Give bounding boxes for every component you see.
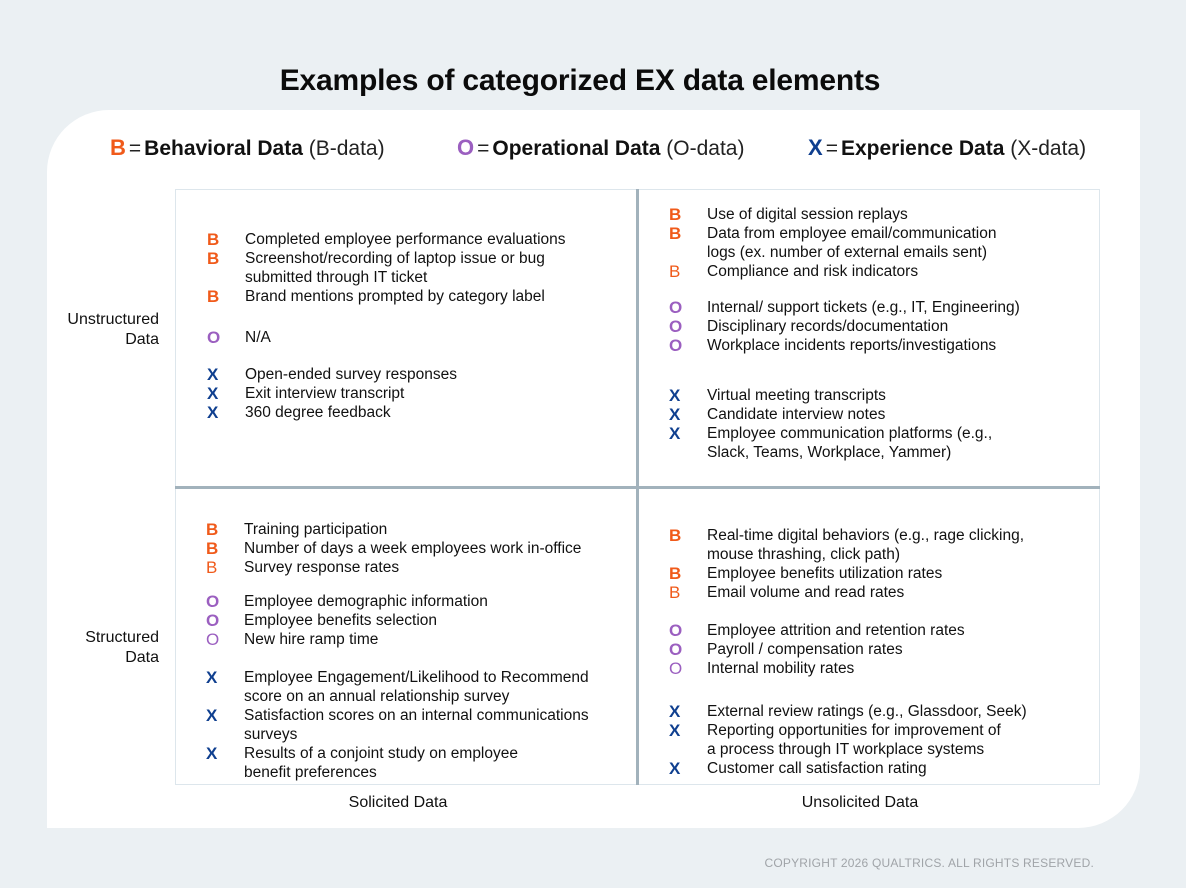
operational-marker-icon: O: [206, 611, 220, 630]
operational-marker-icon: O: [457, 135, 475, 160]
behavioral-marker-icon: B: [206, 539, 219, 558]
row-label-structured: Structured Data: [85, 629, 159, 666]
col-label-solicited: Solicited Data: [348, 794, 448, 811]
operational-marker-icon: O: [669, 659, 683, 678]
experience-marker-icon: X: [669, 405, 681, 424]
legend-name: Experience Data: [840, 137, 1005, 160]
behavioral-marker-icon: B: [669, 205, 682, 224]
legend-operational: O = Operational Data (O-data): [457, 135, 745, 160]
experience-marker-icon: X: [669, 759, 681, 778]
behavioral-marker-icon: B: [207, 287, 220, 306]
behavioral-marker-icon: B: [207, 249, 220, 268]
horizontal-divider: [175, 486, 1100, 489]
operational-marker-icon: O: [669, 298, 683, 317]
behavioral-marker-icon: B: [206, 520, 219, 539]
behavioral-marker-icon: B: [206, 558, 218, 577]
behavioral-marker-icon: B: [110, 135, 126, 160]
legend-name: Operational Data: [492, 137, 661, 160]
operational-marker-icon: O: [669, 317, 683, 336]
experience-marker-icon: X: [207, 403, 219, 422]
behavioral-marker-icon: B: [207, 230, 220, 249]
operational-marker-icon: O: [669, 640, 683, 659]
legend-behavioral: B = Behavioral Data (B-data): [110, 135, 385, 160]
experience-marker-icon: X: [669, 721, 681, 740]
experience-marker-icon: X: [207, 365, 219, 384]
experience-marker-icon: X: [206, 668, 218, 687]
experience-marker-icon: X: [207, 384, 219, 403]
behavioral-marker-icon: B: [669, 224, 682, 243]
legend-experience: X = Experience Data (X-data): [808, 135, 1087, 160]
experience-marker-icon: X: [206, 744, 218, 763]
col-label-unsolicited: Unsolicited Data: [801, 794, 919, 811]
copyright-notice: COPYRIGHT 2026 QUALTRICS. ALL RIGHTS RES…: [764, 856, 1094, 870]
experience-marker-icon: X: [669, 386, 681, 405]
operational-marker-icon: O: [206, 630, 220, 649]
experience-marker-icon: X: [808, 135, 823, 160]
experience-marker-icon: X: [669, 702, 681, 721]
legend-name: Behavioral Data: [144, 137, 303, 160]
operational-marker-icon: O: [669, 336, 683, 355]
content-card: [47, 110, 1140, 828]
experience-marker-icon: X: [669, 424, 681, 443]
behavioral-marker-icon: B: [669, 564, 682, 583]
operational-marker-icon: O: [207, 328, 221, 347]
behavioral-marker-icon: B: [669, 526, 682, 545]
operational-marker-icon: O: [669, 621, 683, 640]
page-title: Examples of categorized EX data elements: [279, 64, 881, 97]
row-label-unstructured: Unstructured Data: [67, 311, 159, 348]
behavioral-marker-icon: B: [669, 262, 681, 281]
experience-marker-icon: X: [206, 706, 218, 725]
behavioral-marker-icon: B: [669, 583, 681, 602]
operational-marker-icon: O: [206, 592, 220, 611]
